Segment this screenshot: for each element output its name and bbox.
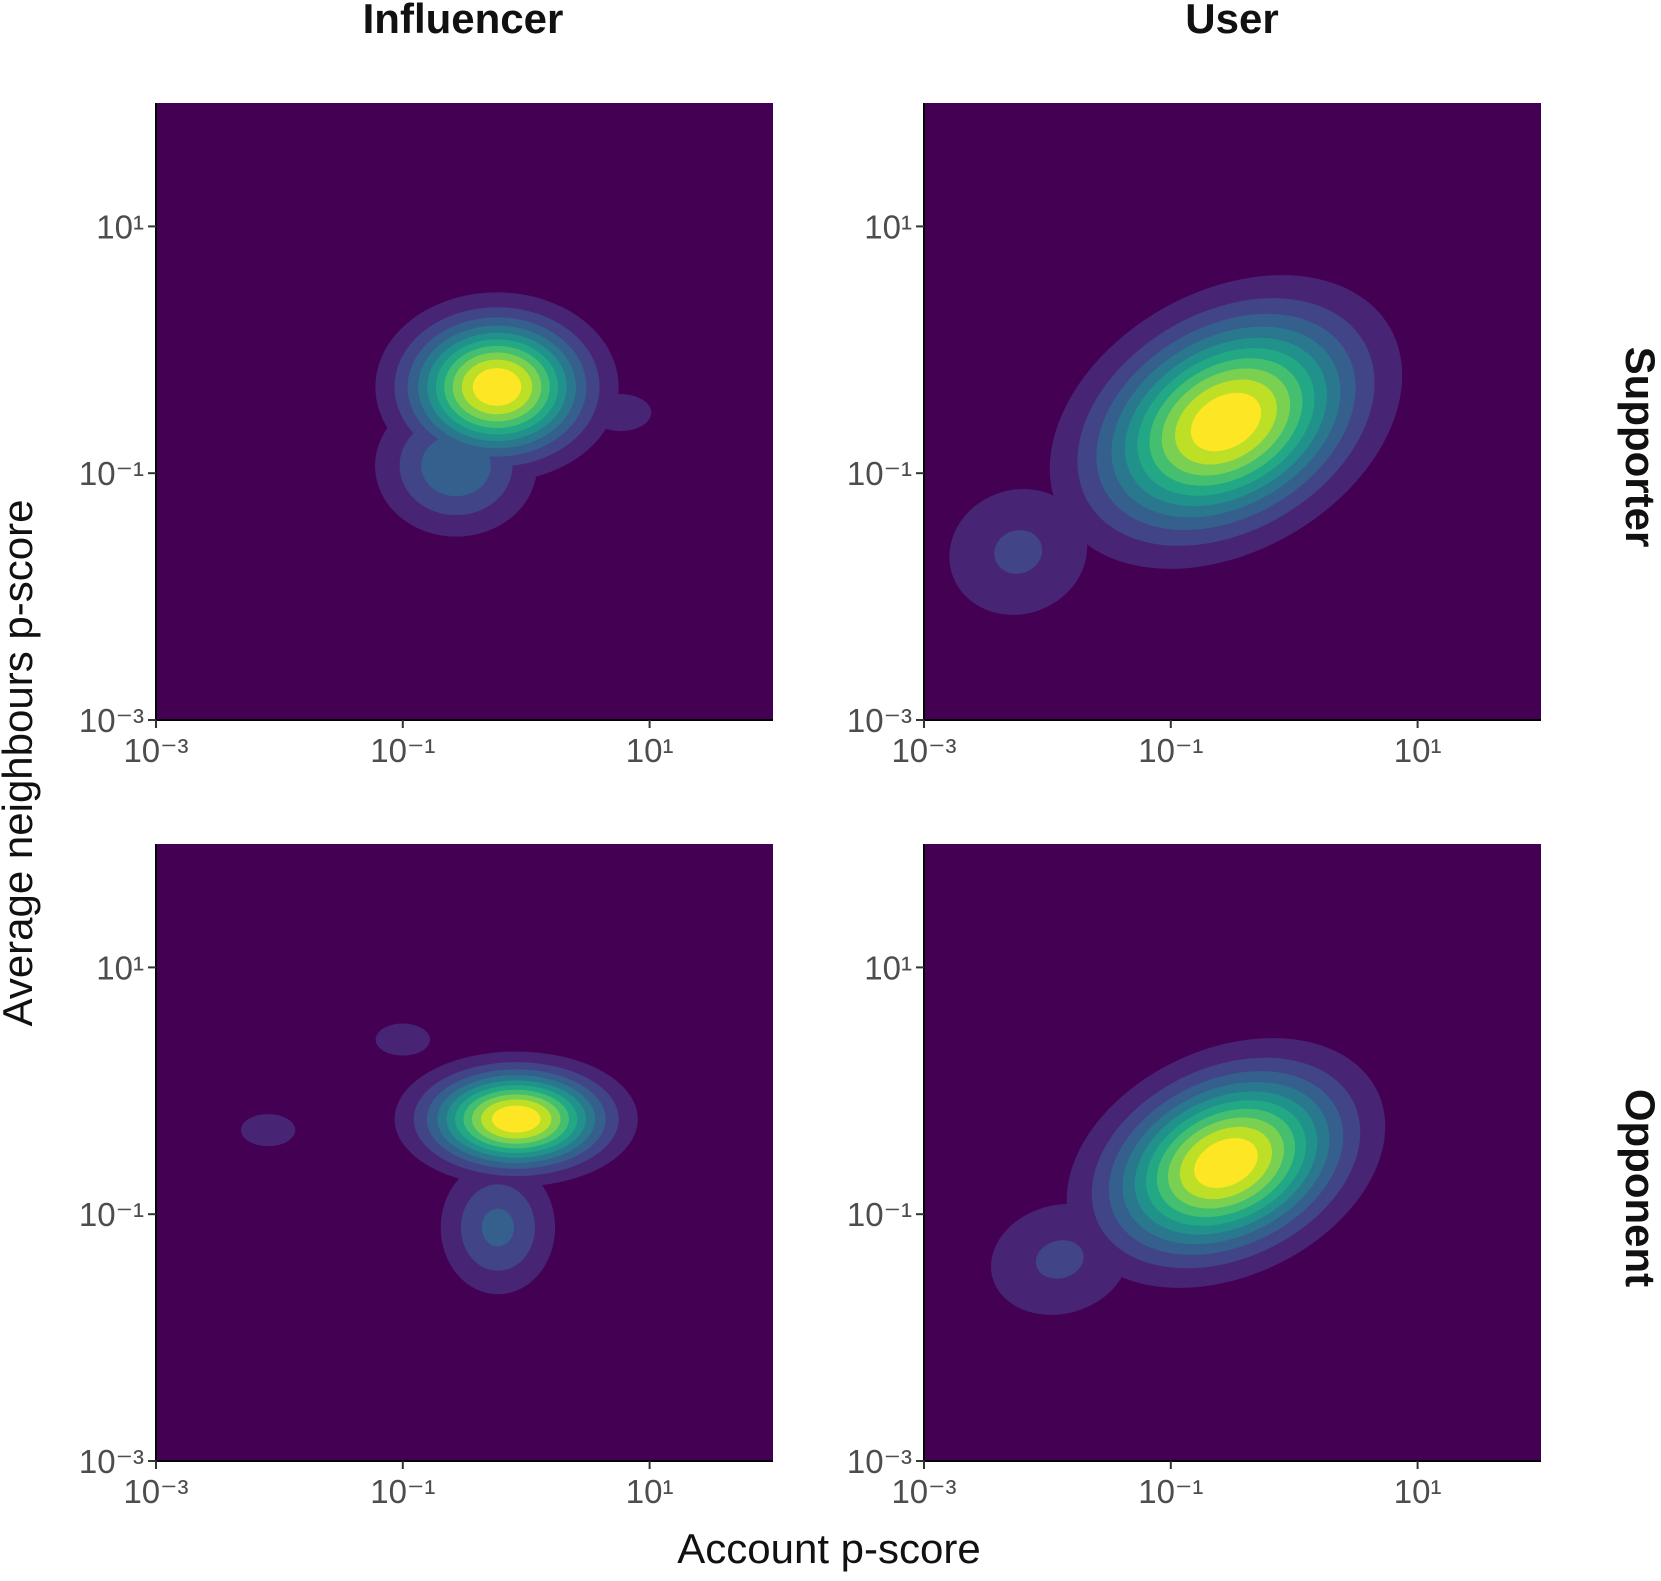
y-tick-label: 10⁻¹ (847, 1196, 912, 1233)
y-tick-label: 10⁻¹ (79, 1196, 144, 1233)
density-contour (994, 530, 1043, 574)
row-label: Supporter (1617, 347, 1661, 548)
density-contour (375, 1023, 430, 1056)
y-tick-label: 10⁻¹ (79, 455, 144, 492)
column-label: Influencer (363, 0, 564, 42)
density-contour (421, 435, 491, 497)
x-tick-label: 10⁻³ (891, 1473, 956, 1510)
density-contour (589, 394, 652, 432)
panel (156, 844, 773, 1461)
panel (924, 103, 1541, 720)
x-tick-label: 10⁻¹ (370, 1473, 435, 1510)
density-contour (472, 368, 522, 406)
column-label: User (1185, 0, 1278, 42)
density-contour (491, 1105, 541, 1133)
y-tick-label: 10⁻¹ (847, 455, 912, 492)
x-axis-label: Account p-score (677, 1525, 980, 1572)
y-tick-label: 10⁻³ (847, 702, 912, 739)
row-label: Opponent (1617, 1089, 1661, 1287)
x-tick-label: 10¹ (626, 1473, 674, 1510)
x-tick-label: 10⁻¹ (1138, 1473, 1203, 1510)
y-tick-label: 10⁻³ (847, 1443, 912, 1480)
y-tick-label: 10¹ (864, 949, 912, 986)
x-tick-label: 10¹ (1394, 732, 1442, 769)
x-tick-label: 10⁻³ (123, 1473, 188, 1510)
density-contour (1035, 1240, 1084, 1279)
x-tick-label: 10⁻¹ (370, 732, 435, 769)
y-axis-label: Average neighbours p-score (0, 500, 41, 1027)
x-tick-label: 10⁻³ (891, 732, 956, 769)
panel (156, 103, 773, 720)
density-contour (1190, 392, 1262, 452)
x-tick-label: 10⁻³ (123, 732, 188, 769)
density-contour (240, 1114, 296, 1147)
density-contour (481, 1208, 515, 1247)
density-contour (1194, 1138, 1258, 1188)
y-tick-label: 10¹ (96, 949, 144, 986)
y-tick-label: 10¹ (96, 208, 144, 245)
y-tick-label: 10¹ (864, 208, 912, 245)
panel (924, 844, 1541, 1461)
y-tick-label: 10⁻³ (79, 1443, 144, 1480)
x-tick-label: 10¹ (1394, 1473, 1442, 1510)
x-tick-label: 10¹ (626, 732, 674, 769)
x-tick-label: 10⁻¹ (1138, 732, 1203, 769)
y-tick-label: 10⁻³ (79, 702, 144, 739)
